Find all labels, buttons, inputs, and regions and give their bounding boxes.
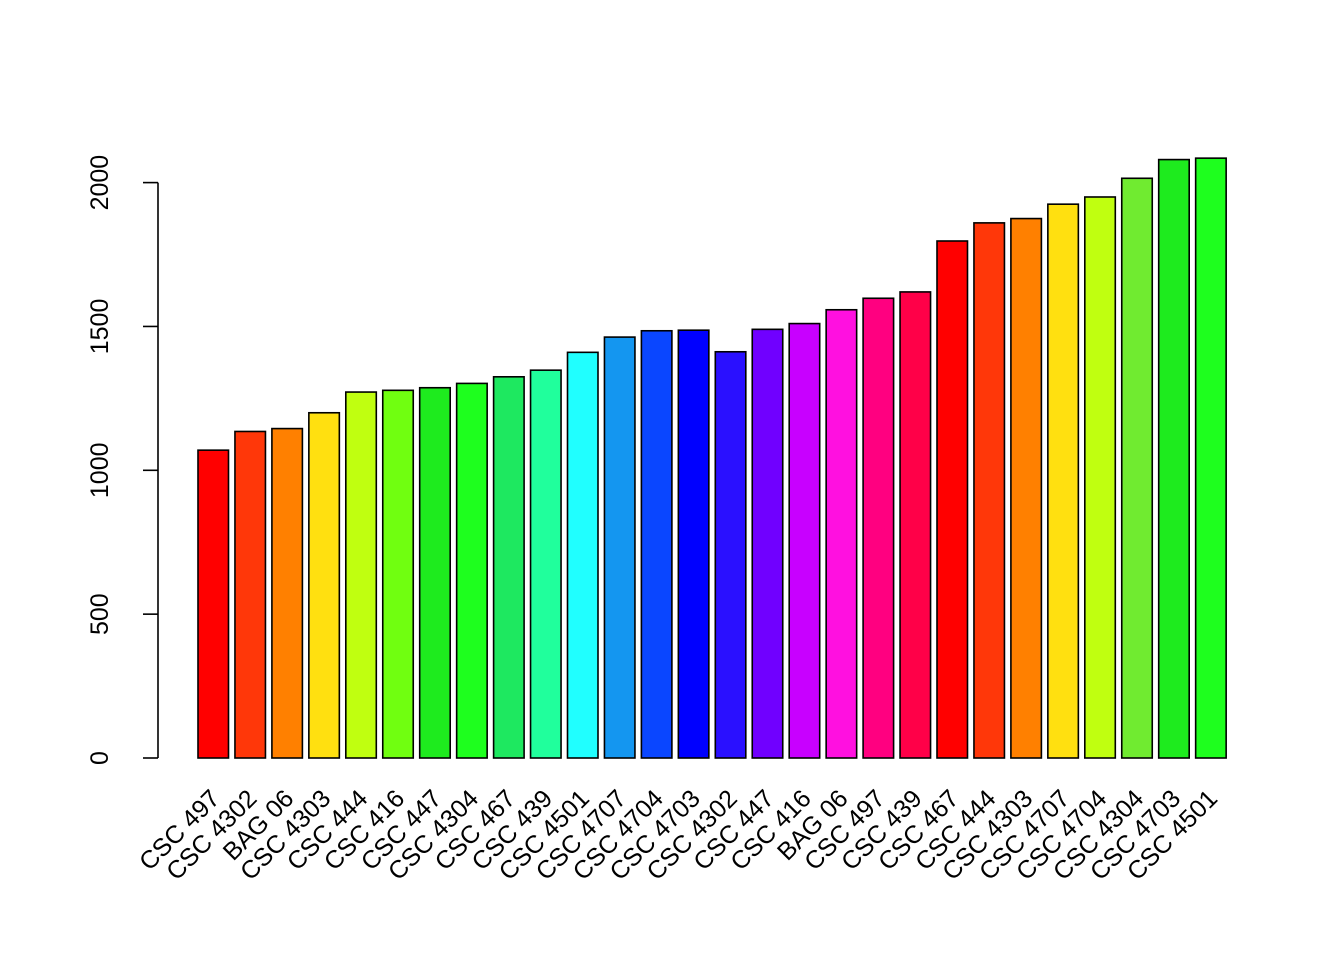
y-tick-label: 500 bbox=[86, 593, 114, 635]
y-tick-label: 0 bbox=[86, 751, 114, 765]
bar-15 bbox=[714, 350, 747, 759]
bar-24 bbox=[1047, 203, 1080, 759]
bar-27 bbox=[1157, 158, 1190, 759]
bar-18 bbox=[825, 308, 858, 759]
bar-20 bbox=[899, 291, 932, 759]
bar-2 bbox=[234, 430, 267, 759]
bar-25 bbox=[1084, 196, 1117, 759]
bar-12 bbox=[603, 336, 636, 759]
y-axis: 0 500 1000 1500 2000 bbox=[86, 155, 159, 765]
bar-14 bbox=[677, 329, 710, 759]
bar-4 bbox=[308, 411, 341, 759]
bar-9 bbox=[492, 375, 525, 759]
bar-7 bbox=[418, 386, 452, 759]
bar-1 bbox=[197, 449, 230, 759]
bar-17 bbox=[788, 322, 821, 759]
y-tick-label: 2000 bbox=[86, 155, 114, 211]
y-tick-label: 1500 bbox=[86, 299, 114, 355]
bar-11 bbox=[566, 351, 599, 759]
bar-21 bbox=[936, 240, 969, 759]
bar-13 bbox=[640, 329, 673, 759]
bar-3 bbox=[271, 427, 304, 759]
bar-8 bbox=[455, 382, 488, 759]
bar-5 bbox=[344, 391, 378, 759]
bar-6 bbox=[381, 389, 415, 759]
bar-19 bbox=[862, 297, 895, 759]
bar-23 bbox=[1010, 217, 1043, 759]
bar-26 bbox=[1120, 177, 1154, 759]
y-tick-label: 1000 bbox=[86, 442, 114, 498]
bar-28 bbox=[1194, 157, 1227, 759]
bars-group bbox=[197, 157, 1227, 759]
bar-22 bbox=[973, 222, 1006, 759]
bar-16 bbox=[751, 328, 784, 759]
bar-10 bbox=[529, 369, 562, 759]
